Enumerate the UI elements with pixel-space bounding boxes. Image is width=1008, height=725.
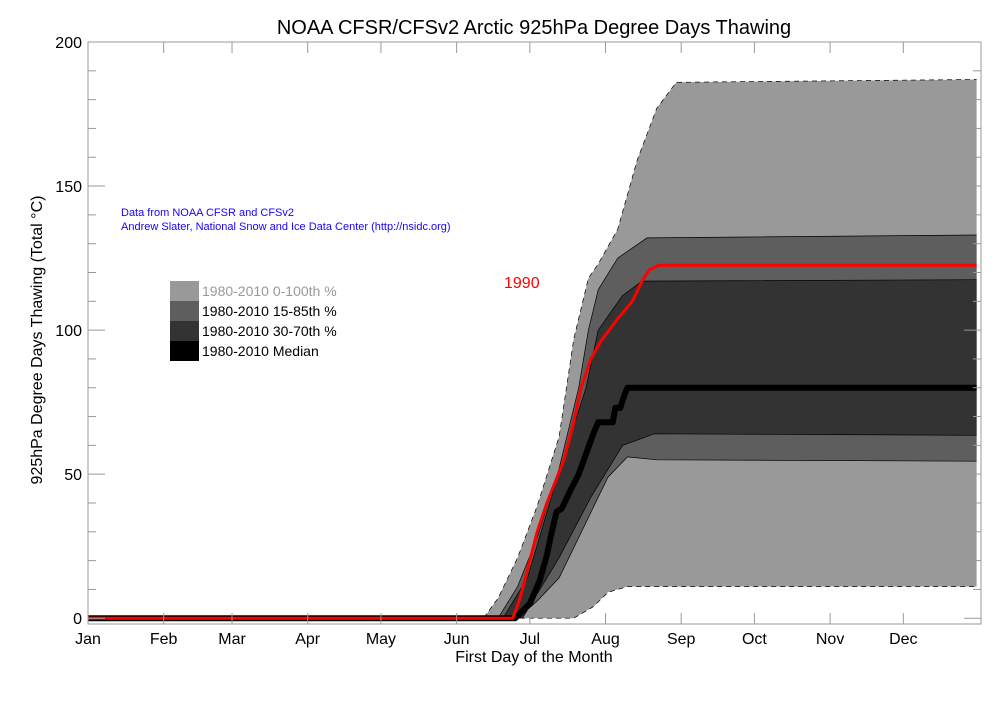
percentile-bands	[88, 79, 977, 619]
band-2-upper-edge	[88, 279, 977, 619]
legend-swatch	[170, 301, 199, 321]
series-lines	[88, 263, 977, 622]
band-2	[88, 279, 977, 619]
x-tick-label: Jul	[520, 631, 540, 648]
x-tick-label: Jun	[444, 631, 470, 648]
legend-swatch	[170, 341, 199, 361]
y-axis-label: 925hPa Degree Days Thawing (Total °C)	[29, 196, 46, 485]
year-1990-line	[88, 263, 977, 620]
x-tick-label: Jan	[75, 631, 101, 648]
x-tick-label: Aug	[591, 631, 619, 648]
legend: 1980-2010 0-100th % 1980-2010 15-85th % 19…	[170, 281, 337, 361]
band-2-lower-edge	[88, 433, 977, 619]
x-axis-label: First Day of the Month	[455, 649, 612, 666]
legend-label: 1980-2010 Median	[202, 343, 319, 359]
x-tick-label: Feb	[150, 631, 178, 648]
plot-frame	[87, 41, 982, 625]
band-0-upper-edge	[88, 79, 977, 619]
x-tick-label: Mar	[218, 631, 246, 648]
year-label: 1990	[504, 275, 540, 292]
x-tick-label: Dec	[889, 631, 917, 648]
y-tick-label: 200	[55, 35, 82, 52]
band-0	[88, 79, 977, 619]
median-line	[88, 384, 977, 622]
y-tick-label: 50	[64, 467, 82, 484]
x-tick-label: Oct	[742, 631, 767, 648]
chart-title: NOAA CFSR/CFSv2 Arctic 925hPa Degree Day…	[277, 17, 791, 39]
legend-swatch	[170, 321, 199, 341]
y-tick-label: 150	[55, 179, 82, 196]
legend-swatch	[170, 281, 199, 301]
band-0-lower-edge	[88, 586, 977, 619]
band-1-upper-edge	[88, 234, 977, 619]
legend-label: 1980-2010 30-70th %	[202, 323, 337, 339]
credit-line-1: Data from NOAA CFSR and CFSv2	[121, 207, 294, 219]
axes: 0 50 100 150 200 Jan Feb Mar Apr May Jun Jul Aug Sep O…	[55, 35, 982, 648]
x-tick-label: Apr	[295, 631, 321, 648]
y-tick-label: 100	[55, 323, 82, 340]
x-tick-label: Nov	[816, 631, 844, 648]
legend-label: 1980-2010 15-85th %	[202, 303, 337, 319]
x-tick-label: Sep	[667, 631, 696, 648]
credit-line-2: Andrew Slater, National Snow and Ice Dat…	[121, 221, 451, 233]
x-tick-label: May	[366, 631, 396, 648]
legend-label: 1980-2010 0-100th %	[202, 283, 337, 299]
y-tick-label: 0	[73, 611, 82, 628]
